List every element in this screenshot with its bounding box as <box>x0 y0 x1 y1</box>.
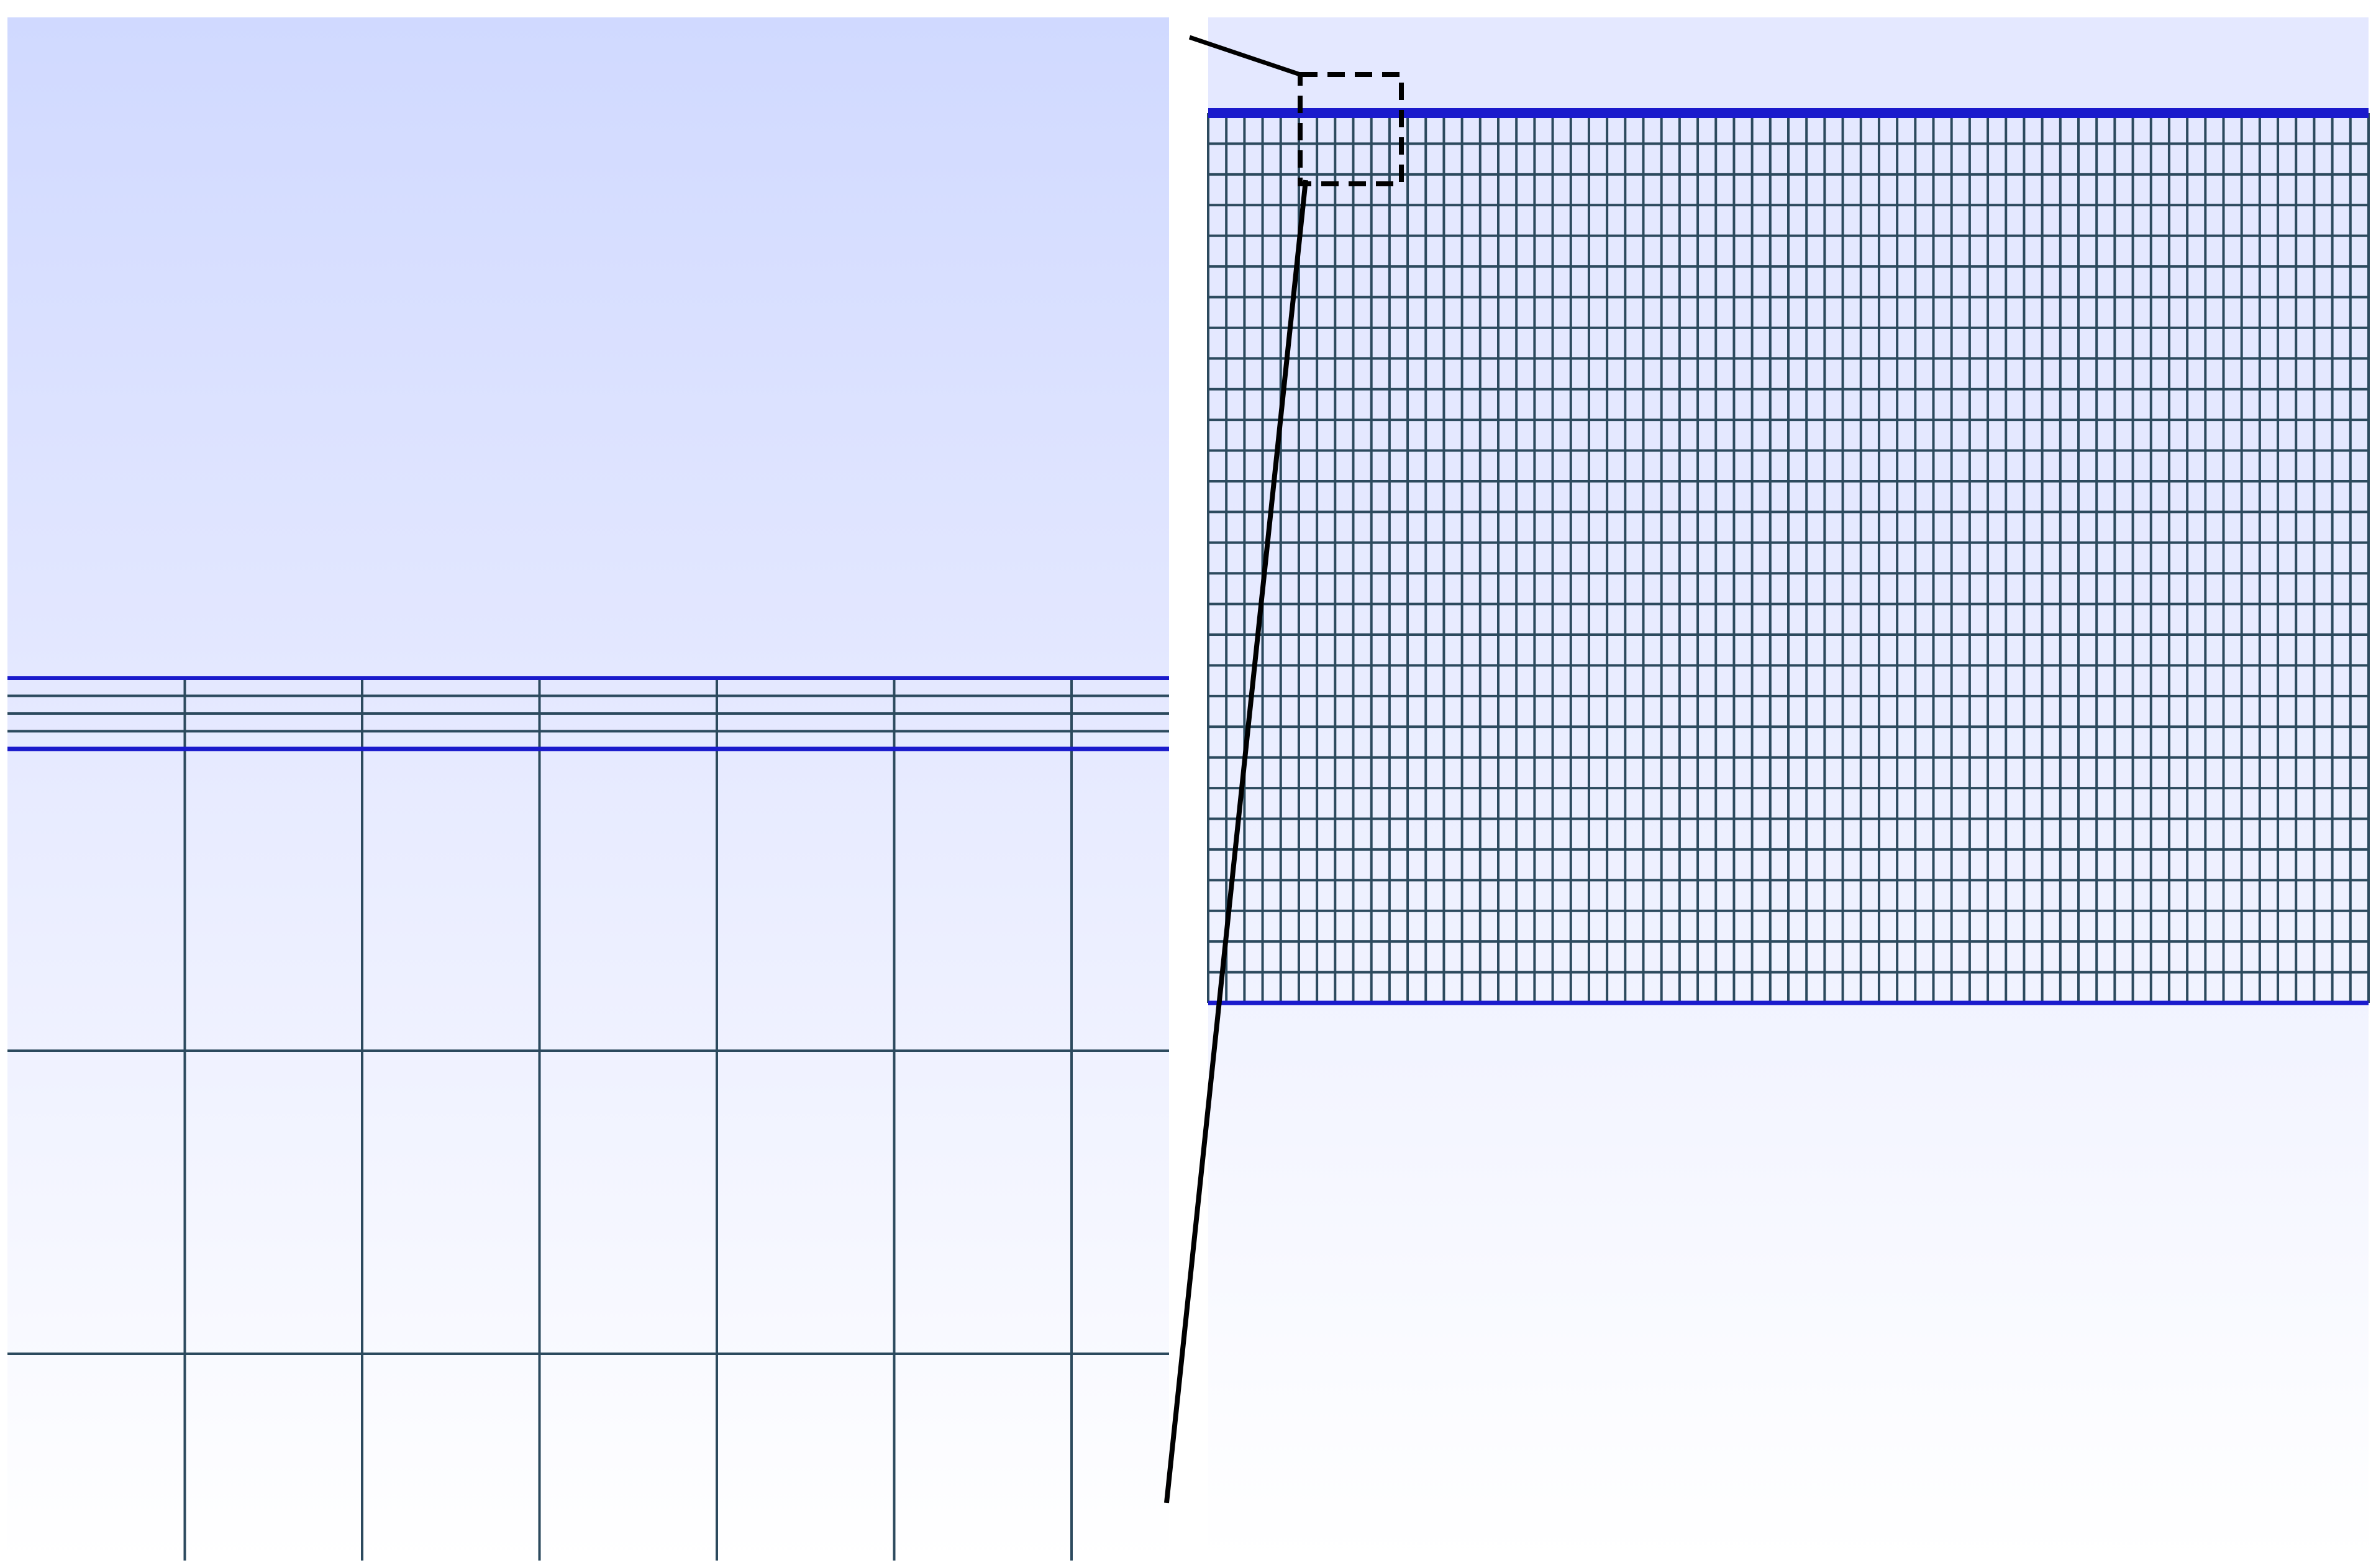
zoomed-panel-background <box>7 17 1169 1561</box>
structured-mesh-grid <box>1207 113 2370 1003</box>
zoomed-mesh-lines <box>7 676 1169 1561</box>
zoom-connector-top <box>1188 35 1301 77</box>
zoom-connector-bottom <box>1164 179 1308 1503</box>
zoomed-detail-panel <box>7 17 1169 1561</box>
zoom-region-box <box>1298 72 1404 186</box>
full-mesh-panel <box>1207 17 2370 1561</box>
zoom-indicator <box>1164 35 1404 1503</box>
